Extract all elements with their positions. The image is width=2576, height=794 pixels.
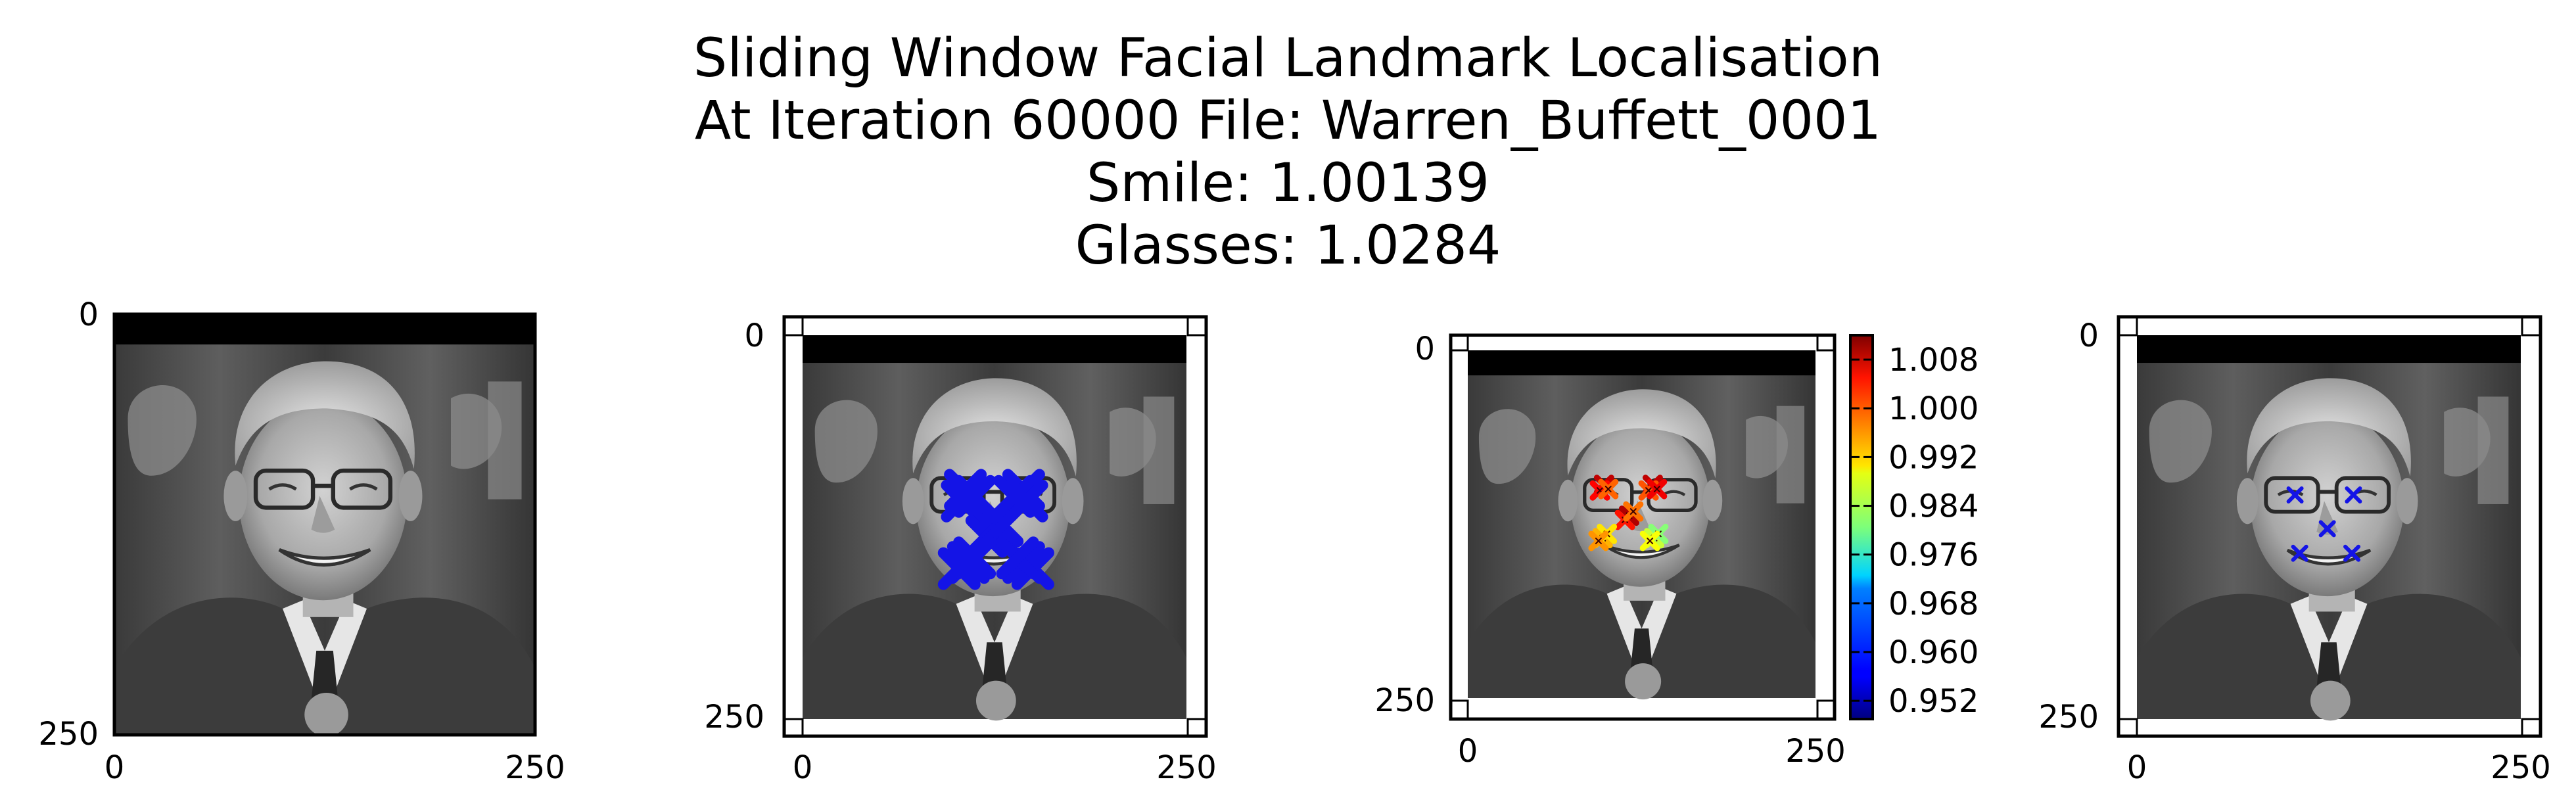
face-photo-3 [1468, 350, 1815, 699]
y-tick-label: 250 [38, 716, 99, 753]
x-tick-label: 250 [1156, 749, 1217, 786]
confidence-point-center [1604, 486, 1612, 493]
colorbar-gradient [1849, 334, 1874, 720]
face-photo-1 [114, 314, 535, 737]
landmark-hits-layer [937, 469, 1054, 590]
colorbar-tick-label: 0.960 [1888, 634, 1979, 671]
colorbar-tick-label: 1.000 [1888, 390, 1979, 427]
x-tick-label: 0 [793, 749, 813, 786]
panel-input-image: 0 250 0 250 [38, 296, 565, 786]
predicted-landmark-marker [2345, 486, 2362, 503]
predicted-landmark-marker [2343, 544, 2361, 562]
panel-sliding-window-hits: 0 250 0 250 [704, 315, 1217, 786]
y-tick-label: 250 [1374, 682, 1435, 719]
x-tick-label: 0 [1458, 733, 1478, 770]
confidence-point-center [1595, 537, 1602, 544]
panel-confidence-map: 0 250 0 250 1.008 1.000 0.992 0.984 0.976 0.9… [1374, 331, 1979, 770]
x-tick-label: 250 [1785, 733, 1846, 770]
y-tick-label: 0 [78, 296, 99, 333]
panel-2-ticks: 0 250 0 250 [704, 317, 1216, 786]
predicted-landmarks-layer [2286, 486, 2362, 562]
x-tick-label: 250 [2491, 749, 2551, 786]
corner-ticks-2 [784, 317, 1206, 737]
predicted-landmark-marker [2286, 486, 2304, 503]
y-tick-label: 0 [744, 317, 764, 354]
y-tick-label: 250 [2038, 699, 2099, 736]
predicted-landmark-marker [2318, 520, 2336, 538]
y-tick-label: 250 [704, 699, 764, 736]
confidence-points-layer [1588, 475, 1669, 551]
panel-predicted-landmarks: 0 250 0 250 [2038, 315, 2551, 786]
y-tick-label: 0 [2078, 317, 2099, 354]
colorbar-ticks: 1.008 1.000 0.992 0.984 0.976 0.968 0.960 0.952 [1850, 342, 1979, 720]
colorbar-tick-label: 0.968 [1888, 586, 1979, 622]
title-line-2: At Iteration 60000 File: Warren_Buffett_… [694, 90, 1882, 152]
colorbar-tick-label: 0.952 [1888, 683, 1979, 720]
corner-ticks-4 [2119, 317, 2541, 737]
predicted-landmark-marker [2291, 544, 2308, 562]
confidence-point-center [1647, 537, 1654, 544]
landmark-hit-marker [941, 479, 984, 523]
landmark-hit-marker [996, 536, 1039, 580]
landmark-hit-marker [953, 536, 996, 580]
panel-4-ticks: 0 250 0 250 [2038, 317, 2550, 786]
title-line-1: Sliding Window Facial Landmark Localisat… [693, 28, 1883, 89]
x-tick-label: 250 [505, 749, 565, 786]
title-line-3: Smile: 1.00139 [1086, 152, 1490, 214]
colorbar: 1.008 1.000 0.992 0.984 0.976 0.968 0.960 0.952 [1849, 334, 1979, 720]
corner-ticks-3 [1451, 335, 1835, 719]
x-tick-label: 0 [2127, 749, 2147, 786]
panel-1-ticks: 0 250 0 250 [38, 296, 565, 786]
figure-title: Sliding Window Facial Landmark Localisat… [0, 28, 2576, 277]
panel-3-ticks: 0 250 0 250 [1374, 331, 1845, 770]
landmark-hit-marker [981, 504, 1024, 548]
confidence-point-center [1653, 486, 1660, 493]
colorbar-tick-label: 0.992 [1888, 439, 1979, 476]
axes-frame-1 [112, 312, 537, 737]
colorbar-tick-label: 0.984 [1888, 488, 1979, 525]
colorbar-tick-label: 0.976 [1888, 537, 1979, 574]
y-tick-label: 0 [1415, 331, 1435, 367]
title-line-4: Glasses: 1.0284 [1075, 215, 1501, 277]
colorbar-tick-label: 1.008 [1888, 342, 1979, 379]
x-tick-label: 0 [105, 749, 125, 786]
confidence-point-center [1629, 508, 1637, 515]
